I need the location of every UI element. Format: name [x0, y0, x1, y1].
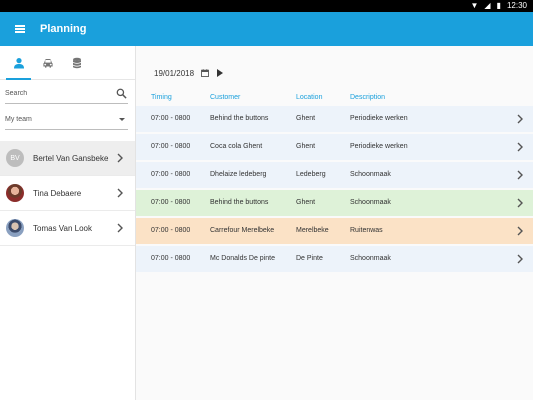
- cell-description: Schoonmaak: [350, 171, 391, 178]
- cell-description: Periodieke werken: [350, 115, 408, 122]
- table-row[interactable]: 07:00 - 0800 Behind the buttons Ghent Pe…: [136, 106, 533, 132]
- status-time: 12:30: [506, 1, 527, 10]
- cell-timing: 07:00 - 0800: [151, 143, 191, 150]
- cell-timing: 07:00 - 0800: [151, 255, 191, 262]
- cell-description: Ruitenwas: [350, 227, 383, 234]
- cell-description: Schoonmaak: [350, 255, 391, 262]
- list-item-person[interactable]: BV Bertel Van Gansbeke: [0, 141, 135, 176]
- planning-table: 07:00 - 0800 Behind the buttons Ghent Pe…: [136, 106, 533, 274]
- cell-timing: 07:00 - 0800: [151, 171, 191, 178]
- table-row[interactable]: 07:00 - 0800 Mc Donalds De pinte De Pint…: [136, 246, 533, 272]
- signal-icon: ◢: [484, 1, 491, 10]
- cell-customer: Behind the buttons: [210, 199, 269, 206]
- cell-description: Schoonmaak: [350, 199, 391, 206]
- chevron-right-icon: [517, 198, 523, 208]
- cell-location: Ghent: [296, 143, 316, 150]
- cell-location: Ghent: [296, 115, 316, 122]
- tab-vehicles[interactable]: [33, 46, 62, 80]
- cell-customer: Coca cola Ghent: [210, 143, 263, 150]
- team-select-value: My team: [5, 116, 32, 123]
- chevron-right-icon: [517, 226, 523, 236]
- team-select[interactable]: My team: [5, 110, 128, 130]
- next-day-button[interactable]: [217, 69, 224, 77]
- table-row[interactable]: 07:00 - 0800 Coca cola Ghent Ghent Perio…: [136, 134, 533, 160]
- search-icon[interactable]: [116, 88, 127, 99]
- cell-customer: Behind the buttons: [210, 115, 269, 122]
- cell-location: Ledeberg: [296, 171, 326, 178]
- search-field: [5, 84, 128, 104]
- person-name: Bertel Van Gansbeke: [33, 153, 109, 163]
- planning-panel: 19/01/2018 Timing Customer Location Desc…: [136, 46, 533, 400]
- wifi-icon: ▼: [470, 1, 479, 10]
- column-header-description: Description: [350, 94, 386, 101]
- battery-icon: ▮: [496, 1, 501, 10]
- table-header: Timing Customer Location Description: [136, 90, 533, 106]
- cell-timing: 07:00 - 0800: [151, 227, 191, 234]
- sidebar: My team BV Bertel Van Gansbeke Tina Deba…: [0, 46, 136, 400]
- column-header-timing: Timing: [151, 94, 172, 101]
- person-icon: [13, 57, 24, 68]
- tab-people[interactable]: [4, 46, 33, 80]
- menu-button[interactable]: [0, 12, 40, 46]
- avatar-initials: BV: [10, 154, 20, 162]
- avatar: [6, 184, 24, 202]
- hamburger-icon: [15, 25, 25, 33]
- cell-customer: Dhelaize ledeberg: [210, 171, 267, 178]
- column-header-location: Location: [296, 94, 323, 101]
- table-row[interactable]: 07:00 - 0800 Dhelaize ledeberg Ledeberg …: [136, 162, 533, 188]
- search-input[interactable]: [5, 90, 115, 97]
- cell-location: Merelbeke: [296, 227, 329, 234]
- database-icon: [72, 57, 81, 68]
- cell-timing: 07:00 - 0800: [151, 199, 191, 206]
- page-title: Planning: [40, 23, 87, 35]
- column-header-customer: Customer: [210, 94, 241, 101]
- list-item-person[interactable]: Tina Debaere: [0, 176, 135, 211]
- person-name: Tomas Van Look: [33, 223, 92, 233]
- caret-down-icon: [119, 118, 125, 121]
- sidebar-tabs: [0, 46, 135, 80]
- current-date: 19/01/2018: [154, 68, 195, 78]
- cell-timing: 07:00 - 0800: [151, 115, 191, 122]
- car-icon: [42, 58, 53, 68]
- chevron-right-icon: [517, 114, 523, 124]
- table-row[interactable]: 07:00 - 0800 Carrefour Merelbeke Merelbe…: [136, 218, 533, 244]
- avatar: BV: [6, 149, 24, 167]
- calendar-icon[interactable]: [201, 69, 209, 77]
- tab-database[interactable]: [62, 46, 91, 80]
- chevron-right-icon: [517, 254, 523, 264]
- chevron-right-icon: [117, 223, 123, 233]
- chevron-right-icon: [517, 170, 523, 180]
- app-bar: Planning: [0, 12, 533, 46]
- chevron-right-icon: [117, 153, 123, 163]
- status-bar: ▼ ◢ ▮ 12:30: [0, 0, 533, 12]
- list-item-person[interactable]: Tomas Van Look: [0, 211, 135, 246]
- date-navigator: 19/01/2018: [146, 66, 224, 120]
- cell-customer: Mc Donalds De pinte: [210, 255, 275, 262]
- cell-description: Periodieke werken: [350, 143, 408, 150]
- person-name: Tina Debaere: [33, 188, 82, 198]
- cell-location: De Pinte: [296, 255, 323, 262]
- chevron-right-icon: [517, 142, 523, 152]
- people-list: BV Bertel Van Gansbeke Tina Debaere Toma…: [0, 141, 135, 246]
- cell-location: Ghent: [296, 199, 316, 206]
- chevron-right-icon: [117, 188, 123, 198]
- table-row[interactable]: 07:00 - 0800 Behind the buttons Ghent Sc…: [136, 190, 533, 216]
- avatar: [6, 219, 24, 237]
- cell-customer: Carrefour Merelbeke: [210, 227, 275, 234]
